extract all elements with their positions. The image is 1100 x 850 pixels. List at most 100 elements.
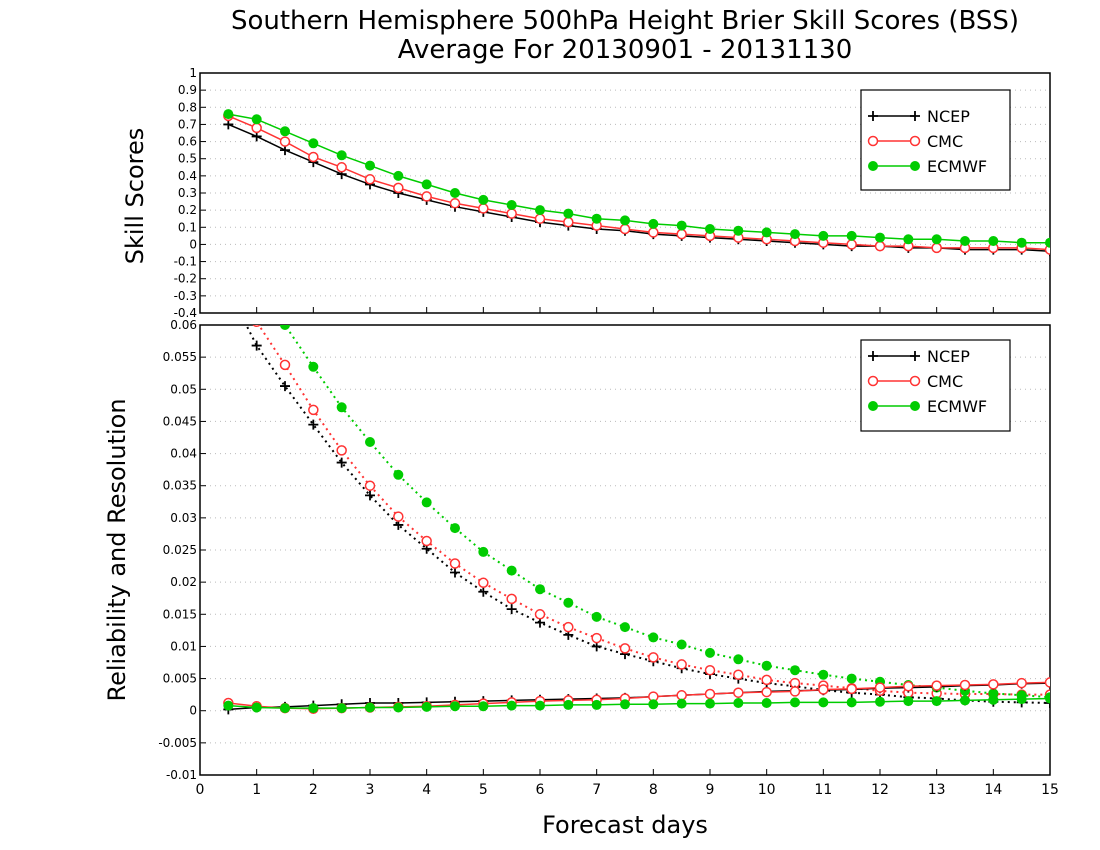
reliability-cmc-point — [959, 679, 971, 691]
resolution-ecmwf-series — [280, 325, 1050, 703]
legend-marker-cmc — [867, 135, 879, 147]
x-tick-label: 15 — [1041, 782, 1059, 798]
reliability-cmc-point — [676, 690, 687, 701]
top-cmc-point — [534, 213, 546, 224]
reliability-ecmwf-point — [223, 700, 234, 711]
top-ytick-label: 0.2 — [178, 203, 197, 217]
reliability-ecmwf-point — [761, 698, 772, 708]
top-cmc-point — [393, 182, 404, 194]
resolution-ecmwf-point — [506, 565, 517, 576]
top-ytick-label: 0 — [189, 237, 197, 251]
x-tick-label: 3 — [366, 782, 375, 798]
top-ecmwf-point — [506, 200, 517, 210]
legend-marker-cmc — [909, 135, 921, 147]
resolution-cmc-point — [704, 664, 716, 676]
resolution-ecmwf-point — [733, 654, 744, 665]
reliability-ecmwf-point — [620, 699, 630, 710]
x-tick-label: 0 — [196, 782, 205, 798]
top-ytick-label: -0.4 — [174, 306, 197, 320]
resolution-ecmwf-line — [283, 325, 1050, 699]
top-ecmwf-point — [308, 138, 319, 149]
bottom-ytick-label: 0.04 — [170, 447, 197, 461]
top-y-axis-label: Skill Scores — [121, 128, 149, 265]
reliability-ncep-series — [223, 678, 1050, 715]
legend-marker-ncep — [910, 351, 920, 361]
resolution-ecmwf-point — [308, 361, 319, 372]
reliability-cmc-point — [903, 681, 914, 692]
top-ecmwf-point — [223, 109, 234, 120]
resolution-cmc-point — [648, 652, 659, 663]
resolution-ncep-point — [308, 419, 319, 430]
reliability-cmc-point — [874, 682, 886, 693]
resolution-cmc-point — [761, 674, 772, 686]
resolution-ecmwf-point — [761, 660, 772, 671]
reliability-ecmwf-point — [846, 697, 857, 708]
top-ytick-label: 0.9 — [178, 83, 197, 97]
x-ticks: 0 1 2 3 4 5 6 7 8 9 10 11 12 13 14 15 — [196, 307, 1059, 798]
resolution-ecmwf-point — [421, 497, 432, 508]
resolution-ncep-point — [478, 586, 489, 597]
x-tick-label: 7 — [592, 782, 601, 798]
legend-label-ecmwf: ECMWF — [927, 157, 987, 176]
bottom-ytick-label: 0.035 — [163, 479, 197, 493]
top-ecmwf-point — [733, 225, 744, 236]
legend-label-ecmwf: ECMWF — [927, 397, 987, 416]
reliability-ecmwf-point — [903, 696, 914, 707]
resolution-cmc-series — [252, 325, 1050, 700]
bottom-series — [223, 325, 1050, 715]
x-tick-label: 13 — [928, 782, 946, 798]
x-tick-label: 1 — [252, 782, 261, 798]
top-cmc-point — [478, 203, 489, 214]
resolution-ecmwf-point — [478, 546, 489, 557]
resolution-ecmwf-point — [705, 647, 715, 658]
chart-subtitle: Average For 20130901 - 20131130 — [398, 35, 853, 65]
top-ecmwf-point — [1016, 237, 1027, 248]
legend-marker-ecmwf — [868, 161, 878, 171]
resolution-ecmwf-point — [648, 632, 659, 643]
top-ytick-label: 0.7 — [178, 117, 197, 131]
reliability-cmc-point — [988, 679, 999, 690]
reliability-cmc-point — [704, 688, 716, 700]
top-ecmwf-point — [960, 236, 970, 246]
legend-marker-ncep — [868, 111, 878, 121]
chart-title: Southern Hemisphere 500hPa Height Brier … — [231, 6, 1019, 36]
top-ecmwf-point — [393, 170, 404, 181]
top-ecmwf-point — [846, 230, 857, 241]
top-cmc-point — [648, 227, 659, 238]
bottom-ytick-label: 0.03 — [170, 511, 197, 525]
reliability-ecmwf-point — [733, 698, 744, 708]
top-ytick-label: -0.3 — [174, 289, 197, 303]
x-tick-label: 12 — [871, 782, 889, 798]
bottom-ytick-label: 0.06 — [170, 318, 197, 332]
legend-label-ncep: NCEP — [927, 107, 970, 126]
legend-marker-ecmwf — [868, 401, 878, 411]
x-tick-label: 2 — [309, 782, 318, 798]
reliability-ecmwf-point — [535, 700, 545, 711]
top-ecmwf-point — [761, 227, 772, 238]
resolution-ncep-point — [251, 340, 262, 351]
top-ecmwf-series — [223, 109, 1050, 248]
resolution-cmc-point — [591, 632, 602, 644]
top-ecmwf-point — [875, 232, 885, 243]
legend-label-cmc: CMC — [927, 132, 963, 151]
reliability-cmc-point — [761, 686, 772, 698]
top-ecmwf-point — [705, 224, 715, 234]
bottom-ytick-label: 0.015 — [163, 607, 197, 621]
top-cmc-point — [449, 198, 461, 209]
top-ecmwf-point — [931, 234, 942, 245]
resolution-cmc-point — [534, 609, 546, 620]
resolution-ecmwf-point — [676, 639, 687, 650]
top-cmc-point — [676, 228, 687, 240]
reliability-ecmwf-point — [931, 696, 942, 707]
top-ecmwf-point — [676, 220, 687, 231]
top-ecmwf-point — [280, 126, 290, 137]
bottom-ytick-label: 0.045 — [163, 414, 197, 428]
resolution-ecmwf-point — [790, 665, 800, 676]
bottom-ytick-label: 0 — [189, 704, 197, 718]
resolution-ecmwf-point — [563, 597, 574, 608]
top-ecmwf-point — [591, 213, 602, 224]
resolution-cmc-point — [364, 480, 376, 491]
legend-marker-ecmwf — [910, 161, 920, 171]
top-ecmwf-point — [818, 230, 829, 241]
